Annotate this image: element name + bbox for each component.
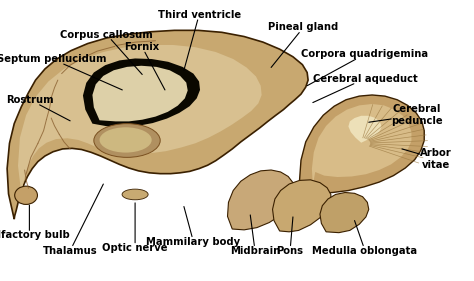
Text: Thalamus: Thalamus	[43, 184, 103, 256]
Polygon shape	[228, 170, 295, 230]
Polygon shape	[18, 45, 262, 194]
Text: Corpus callosum: Corpus callosum	[60, 30, 153, 74]
Text: Cerebral
peduncle: Cerebral peduncle	[369, 105, 443, 126]
Polygon shape	[92, 66, 188, 121]
Text: Arbor
vitae: Arbor vitae	[402, 148, 452, 169]
Polygon shape	[312, 104, 411, 185]
Ellipse shape	[15, 186, 37, 205]
Text: Optic nerve: Optic nerve	[102, 203, 168, 253]
Text: Septum pellucidum: Septum pellucidum	[0, 54, 122, 90]
Polygon shape	[83, 58, 200, 127]
Text: Pons: Pons	[277, 217, 303, 256]
Ellipse shape	[100, 127, 152, 153]
Ellipse shape	[122, 189, 148, 200]
Text: Olfactory bulb: Olfactory bulb	[0, 205, 70, 241]
Polygon shape	[348, 116, 382, 143]
Text: Mammilary body: Mammilary body	[146, 207, 240, 247]
Text: Midbrain: Midbrain	[230, 215, 280, 256]
Text: Third ventricle: Third ventricle	[157, 10, 241, 70]
Text: Medulla oblongata: Medulla oblongata	[312, 221, 418, 256]
Text: Pineal gland: Pineal gland	[268, 22, 338, 67]
Text: Fornix: Fornix	[125, 42, 165, 90]
Ellipse shape	[94, 124, 160, 157]
Text: Rostrum: Rostrum	[6, 95, 70, 121]
Polygon shape	[320, 192, 369, 233]
Text: Cerebral aqueduct: Cerebral aqueduct	[313, 74, 417, 103]
Polygon shape	[7, 30, 308, 219]
Polygon shape	[300, 95, 424, 218]
Text: Corpora quadrigemina: Corpora quadrigemina	[301, 49, 428, 86]
Polygon shape	[273, 180, 331, 232]
